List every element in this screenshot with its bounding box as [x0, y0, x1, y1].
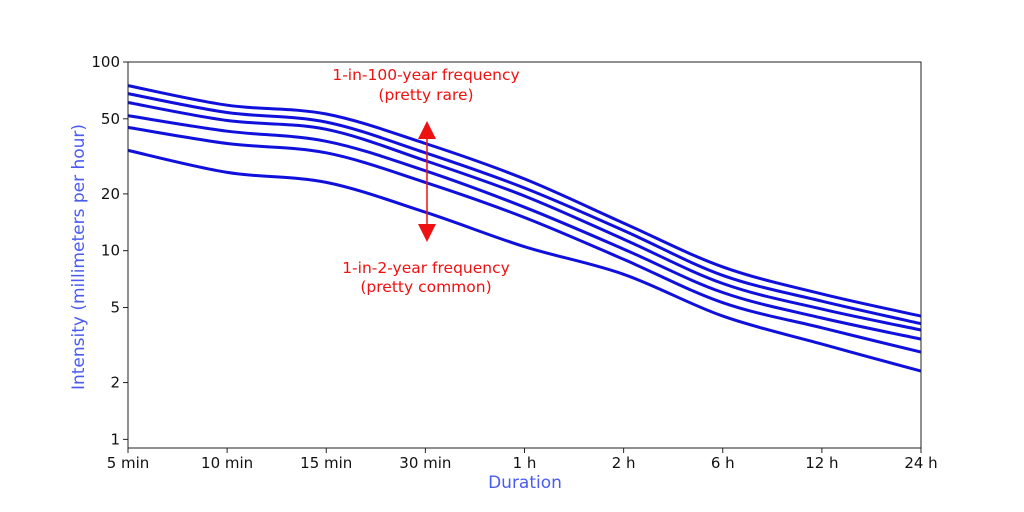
x-tick-label: 30 min	[399, 454, 451, 472]
x-tick-label: 1 h	[513, 454, 537, 472]
annotation-common-line1: 1-in-2-year frequency	[342, 259, 510, 277]
annotation-rare-line1: 1-in-100-year frequency	[332, 66, 519, 84]
y-axis-title: Intensity (millimeters per hour)	[69, 124, 89, 390]
y-tick-label: 2	[110, 374, 120, 392]
x-tick-label: 15 min	[300, 454, 352, 472]
series-line-3	[127, 101, 922, 332]
annotation-rare-line2: (pretty rare)	[378, 86, 473, 104]
plot-frame	[127, 61, 922, 449]
y-tick-label: 50	[101, 110, 120, 128]
series-line-2	[127, 92, 922, 326]
series-line-6	[127, 148, 922, 373]
x-tick-label: 6 h	[711, 454, 735, 472]
x-tick-label: 12 h	[805, 454, 838, 472]
y-tick-label: 1	[110, 430, 120, 448]
series-line-5	[127, 125, 922, 354]
x-tick-label: 5 min	[107, 454, 150, 472]
y-tick-label: 20	[101, 185, 120, 203]
annotation-common-line2: (pretty common)	[360, 278, 491, 296]
y-tick-label: 5	[110, 298, 120, 316]
x-axis-title: Duration	[488, 473, 562, 493]
series-line-4	[127, 114, 922, 341]
x-tick-label: 24 h	[904, 454, 937, 472]
x-axis-ticks: 5 min 10 min 15 min 30 min 1 h 2 h 6 h 12 h 24 h	[107, 448, 938, 472]
x-tick-label: 2 h	[612, 454, 636, 472]
y-tick-label: 100	[91, 53, 120, 71]
series-layer	[127, 84, 922, 373]
x-tick-label: 10 min	[201, 454, 253, 472]
series-line-1	[127, 84, 922, 318]
y-tick-label: 10	[101, 242, 120, 260]
y-axis-ticks: 1 2 5 10 20 50 100	[91, 53, 128, 448]
